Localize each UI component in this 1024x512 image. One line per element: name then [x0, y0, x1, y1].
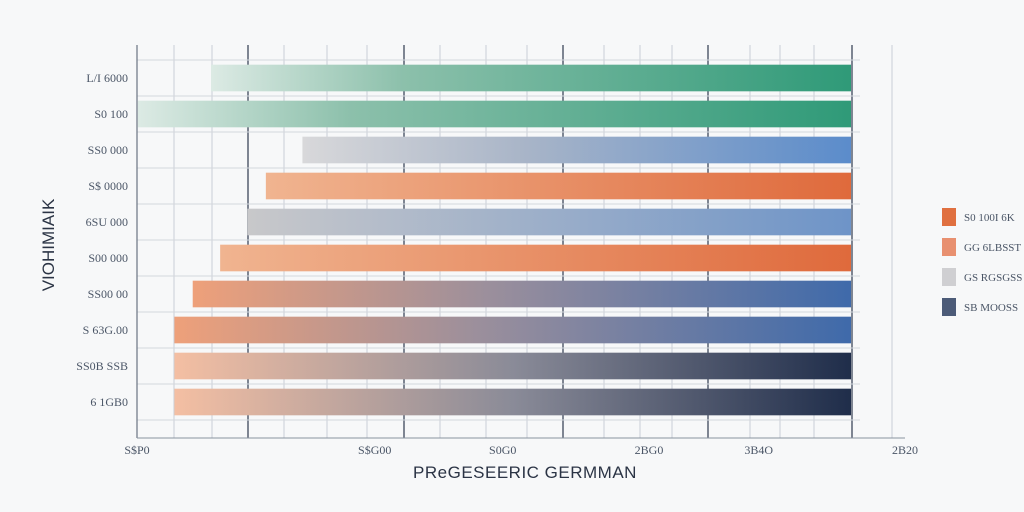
legend-swatch — [942, 238, 956, 256]
y-tick-label: 6SU 000 — [86, 215, 128, 229]
legend-label: SB MOOSS — [964, 302, 1018, 314]
bar — [220, 244, 852, 272]
x-tick-label: S$G00 — [358, 443, 391, 457]
y-tick-label: 6 1GB0 — [90, 395, 128, 409]
legend: S0 100I 6K GG 6LBSST GS RGSGSS SB MOOSS — [942, 208, 1022, 316]
y-tick-label: SS00 00 — [88, 287, 128, 301]
legend-label: S0 100I 6K — [964, 212, 1015, 224]
legend-swatch — [942, 298, 956, 316]
x-tick-label: S$P0 — [124, 443, 149, 457]
bar — [265, 172, 851, 200]
y-tick-label: SS0 000 — [88, 143, 128, 157]
bar — [192, 280, 851, 308]
y-tick-label: SS0B SSB — [76, 359, 128, 373]
bar — [137, 100, 851, 128]
y-tick-labels: L/I 6000 S0 100 SS0 000 S$ 0000 6SU 000 S00 0… — [76, 71, 128, 409]
bar — [174, 316, 851, 344]
x-tick-label: 3B4O — [744, 443, 773, 457]
bar — [211, 64, 851, 92]
y-tick-label: S0 100 — [94, 107, 128, 121]
bars-group — [137, 64, 852, 416]
y-tick-label: S 63G.00 — [83, 323, 128, 337]
legend-label: GG 6LBSST — [964, 242, 1021, 254]
bar — [247, 208, 852, 236]
legend-swatch — [942, 208, 956, 226]
bar — [302, 136, 851, 164]
x-tick-labels: S$P0 S$G00 S0G0 2BG0 3B4O 2B20 — [124, 443, 918, 457]
y-tick-label: S00 000 — [88, 251, 128, 265]
y-tick-label: S$ 0000 — [88, 179, 128, 193]
x-tick-label: 2BG0 — [635, 443, 664, 457]
y-tick-label: L/I 6000 — [86, 71, 128, 85]
legend-label: GS RGSGSS — [964, 272, 1022, 284]
legend-swatch — [942, 268, 956, 286]
x-axis-title: PReGESEERIC GERMMAN — [413, 463, 637, 482]
x-tick-label: 2B20 — [892, 443, 918, 457]
bar — [174, 388, 851, 416]
x-tick-label: S0G0 — [489, 443, 516, 457]
y-axis-title: VIOHIMIAIK — [39, 198, 58, 291]
bar — [174, 352, 851, 380]
